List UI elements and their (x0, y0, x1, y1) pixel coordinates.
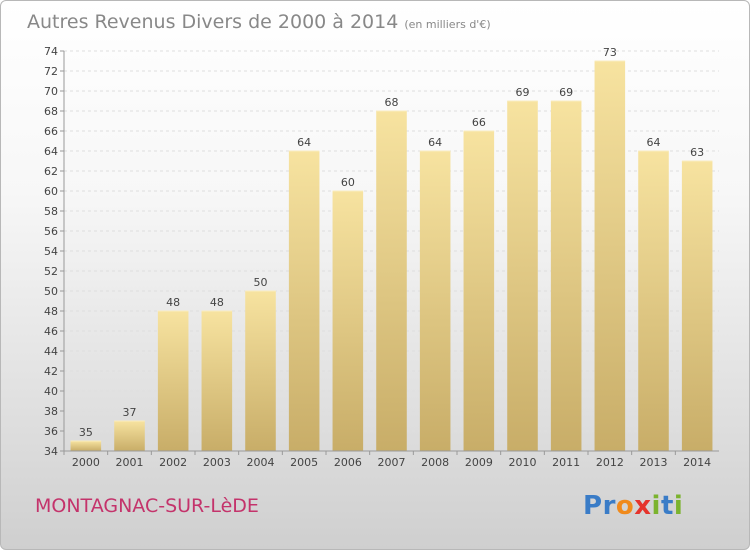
bar (288, 151, 320, 451)
x-tick-label: 2012 (596, 456, 624, 469)
logo-letter: i (673, 491, 684, 521)
data-label: 64 (297, 136, 311, 149)
y-tick-label: 46 (44, 325, 58, 338)
y-tick-label: 50 (44, 285, 58, 298)
y-tick-label: 56 (44, 225, 58, 238)
y-tick-label: 70 (44, 85, 58, 98)
data-label: 63 (690, 146, 704, 159)
chart-title-text: Autres Revenus Divers de 2000 à 2014 (27, 11, 399, 33)
data-label: 69 (516, 86, 530, 99)
logo-letter: i (651, 491, 661, 521)
x-tick-label: 2010 (509, 456, 537, 469)
y-tick-label: 64 (44, 145, 58, 158)
y-tick-label: 48 (44, 305, 58, 318)
proxiti-logo[interactable]: Proxiti (583, 491, 683, 521)
logo-letter: x (634, 491, 652, 521)
bar (70, 441, 102, 451)
y-tick-label: 62 (44, 165, 58, 178)
data-label: 64 (428, 136, 442, 149)
bar (463, 131, 495, 451)
x-tick-label: 2002 (159, 456, 187, 469)
y-tick-label: 38 (44, 405, 58, 418)
logo-letter: t (660, 491, 674, 521)
bar (245, 291, 276, 451)
data-label: 35 (79, 426, 93, 439)
x-tick-label: 2003 (203, 456, 231, 469)
y-tick-label: 34 (44, 445, 58, 458)
y-tick-label: 36 (44, 425, 58, 438)
chart-title: Autres Revenus Divers de 2000 à 2014 (en … (27, 11, 491, 33)
data-label: 50 (254, 276, 268, 289)
data-label: 48 (210, 296, 224, 309)
data-label: 60 (341, 176, 355, 189)
bar (419, 151, 451, 451)
commune-name: MONTAGNAC-SUR-LèDE (35, 495, 259, 517)
data-label: 68 (385, 96, 399, 109)
logo-letter: P (583, 491, 603, 521)
x-tick-label: 2008 (421, 456, 449, 469)
y-tick-label: 72 (44, 65, 58, 78)
x-tick-label: 2001 (116, 456, 144, 469)
data-label: 73 (603, 46, 617, 59)
y-tick-label: 66 (44, 125, 58, 138)
bar (594, 61, 626, 451)
bar (681, 161, 713, 451)
data-label: 48 (166, 296, 180, 309)
x-tick-label: 2005 (290, 456, 318, 469)
x-tick-label: 2004 (247, 456, 275, 469)
y-tick-label: 60 (44, 185, 58, 198)
bars (70, 60, 713, 451)
x-tick-label: 2007 (378, 456, 406, 469)
y-tick-label: 74 (44, 45, 58, 58)
bar (376, 111, 407, 451)
x-tick-label: 2000 (72, 456, 100, 469)
bar (507, 101, 538, 451)
y-tick-label: 44 (44, 345, 58, 358)
bar (638, 151, 669, 451)
x-tick-label: 2014 (683, 456, 711, 469)
y-tick-label: 52 (44, 265, 58, 278)
labels: 34 36 38 40 42 44 46 48 50 52 54 56 58 60 62 64 66 68 70 72… (44, 45, 711, 469)
data-label: 69 (559, 86, 573, 99)
logo-letter: o (615, 491, 635, 521)
bar (157, 311, 189, 451)
x-tick-label: 2006 (334, 456, 362, 469)
y-tick-label: 40 (44, 385, 58, 398)
y-tick-label: 54 (44, 245, 58, 258)
y-tick-label: 68 (44, 105, 58, 118)
logo-letter: r (602, 491, 616, 521)
x-tick-label: 2013 (640, 456, 668, 469)
chart-unit: (en milliers d'€) (404, 18, 491, 31)
axes (60, 50, 719, 455)
x-tick-label: 2011 (552, 456, 580, 469)
data-label: 66 (472, 116, 486, 129)
y-tick-label: 42 (44, 365, 58, 378)
data-label: 37 (123, 406, 137, 419)
bar (550, 101, 582, 451)
bar (201, 311, 233, 451)
data-label: 64 (647, 136, 661, 149)
x-tick-label: 2009 (465, 456, 493, 469)
bar (114, 421, 145, 451)
bar (332, 191, 364, 451)
y-tick-label: 58 (44, 205, 58, 218)
